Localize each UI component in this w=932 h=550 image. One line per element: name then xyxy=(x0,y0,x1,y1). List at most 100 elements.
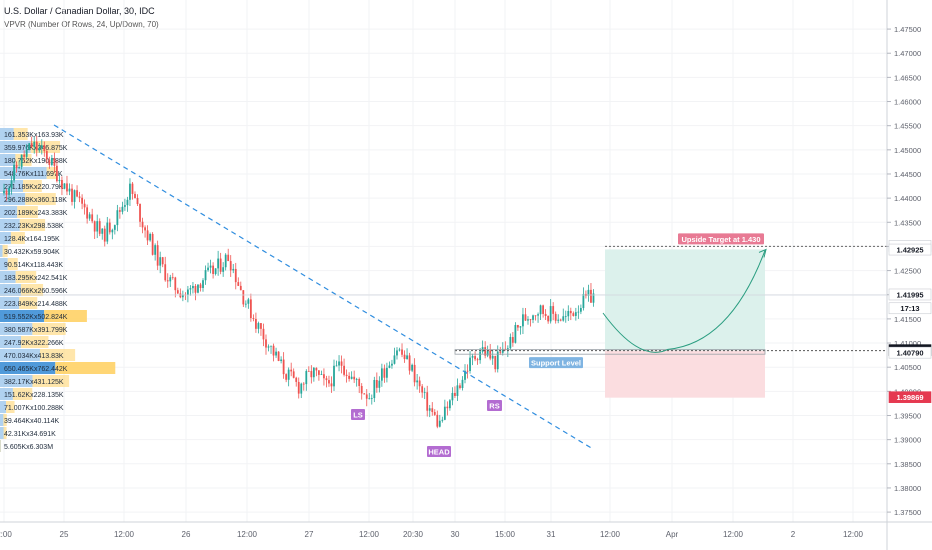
candle-body xyxy=(539,305,542,315)
volume-profile-label: 650.465Kx762.442K xyxy=(4,366,68,373)
price-axis-tag-text: 1.40790 xyxy=(896,349,923,358)
candle-body xyxy=(547,315,550,322)
volume-profile-label: 151.62Kx228.135K xyxy=(4,392,64,399)
volume-profile-up-bar xyxy=(0,375,33,387)
candle-body xyxy=(96,221,99,232)
candle-body xyxy=(262,328,265,340)
volume-profile-label: 223.849Kx214.488K xyxy=(4,301,68,308)
candle-body xyxy=(270,345,272,347)
price-axis-tag xyxy=(888,243,932,256)
candle-body xyxy=(340,361,343,366)
volume-profile-label: 183.295Kx242.541K xyxy=(4,275,68,282)
candle-body xyxy=(161,257,164,265)
candle-body xyxy=(330,383,333,387)
candle-body xyxy=(471,356,474,358)
candle-body xyxy=(139,203,141,222)
right-shoulder-label-text: RS xyxy=(489,402,499,411)
volume-profile-down-bar xyxy=(15,271,37,283)
volume-profile-down-bar xyxy=(19,297,38,309)
volume-profile-up-bar xyxy=(0,388,13,400)
volume-profile-down-bar xyxy=(25,193,56,205)
volume-profile-up-bar xyxy=(0,310,45,322)
candle-body xyxy=(277,351,280,361)
candle-body xyxy=(506,348,509,350)
volume-profile-up-bar xyxy=(0,401,7,413)
candle-body xyxy=(194,285,197,293)
candle-body xyxy=(421,386,424,393)
candle-body xyxy=(267,346,270,348)
candle-body xyxy=(33,141,36,148)
candle-body xyxy=(242,290,245,305)
candle-body xyxy=(35,141,38,151)
y-tick-label: 1.47000 xyxy=(894,49,921,58)
candle-body xyxy=(234,268,237,283)
x-tick-label: Apr xyxy=(666,530,679,539)
candle-body xyxy=(544,313,547,316)
candle-body xyxy=(108,222,111,233)
left-shoulder-label: LS xyxy=(351,409,365,420)
volume-profile-label: 90.514Kx118.443K xyxy=(4,262,63,269)
x-tick-label: 12:00 xyxy=(843,530,864,539)
indicator-legend[interactable]: VPVR (Number Of Rows, 24, Up/Down, 70) xyxy=(4,20,159,29)
volume-profile-down-bar xyxy=(12,388,33,400)
x-tick-label: 2:00 xyxy=(0,530,12,539)
candle-body xyxy=(338,361,340,366)
volume-profile-up-bar xyxy=(0,232,11,244)
candle-body xyxy=(207,267,209,271)
annotations: Upside Target at 1.430 Support Level LS HEA… xyxy=(0,124,887,457)
candle-body xyxy=(438,420,441,427)
candle-body xyxy=(486,350,489,356)
candle-body xyxy=(441,419,444,421)
downtrend-line xyxy=(53,124,594,450)
volume-profile-label: 42.31Kx34.691K xyxy=(4,431,56,438)
candle-body xyxy=(413,364,416,383)
candle-body xyxy=(479,351,482,361)
candle-body xyxy=(315,367,318,371)
candle-body xyxy=(451,392,454,401)
candle-body xyxy=(78,196,81,198)
candle-body xyxy=(174,277,177,291)
volume-profile-up-bar xyxy=(0,349,40,361)
candle-body xyxy=(103,228,106,242)
candle-body xyxy=(406,355,408,360)
volume-profile-up-bar xyxy=(0,414,4,426)
candle-body xyxy=(181,294,184,298)
candle-body xyxy=(484,347,487,356)
volume-profile-down-bar xyxy=(3,427,7,439)
candle-body xyxy=(116,210,119,226)
x-tick-label: 25 xyxy=(60,530,69,539)
volume-profile-label: 71.007Kx100.288K xyxy=(4,405,64,412)
candle-body xyxy=(217,258,220,269)
target-zone xyxy=(605,249,765,351)
volume-profile-up-bar xyxy=(0,323,33,335)
candle-body xyxy=(101,228,104,234)
candle-body xyxy=(587,289,590,296)
candle-body xyxy=(121,206,124,212)
candle-body xyxy=(431,408,434,413)
right-shoulder-label: RS xyxy=(487,400,502,411)
candle-body xyxy=(189,288,192,290)
candle-body xyxy=(388,365,391,368)
candle-body xyxy=(136,198,139,204)
candles xyxy=(3,135,595,429)
candle-body xyxy=(118,210,121,212)
candle-body xyxy=(524,314,527,321)
volume-profile-up-bar xyxy=(0,206,18,218)
candle-body xyxy=(398,349,401,351)
volume-profile-label: 382.17Kx431.125K xyxy=(4,379,64,386)
volume-profile-up-bar xyxy=(0,297,20,309)
volume-profile-down-bar xyxy=(6,401,15,413)
candle-body xyxy=(56,165,58,182)
candle-body xyxy=(423,392,426,394)
volume-profile-up-bar xyxy=(0,141,31,153)
x-tick-label: 31 xyxy=(547,530,556,539)
volume-profile-down-bar xyxy=(32,323,66,335)
candle-body xyxy=(380,368,383,381)
candle-body xyxy=(252,318,255,319)
volume-profile-down-bar xyxy=(23,180,42,192)
candle-body xyxy=(141,221,144,228)
candle-body xyxy=(496,351,499,370)
y-tick-label: 1.39000 xyxy=(894,436,921,445)
price-axis-tag-text: 17:13 xyxy=(900,304,919,313)
